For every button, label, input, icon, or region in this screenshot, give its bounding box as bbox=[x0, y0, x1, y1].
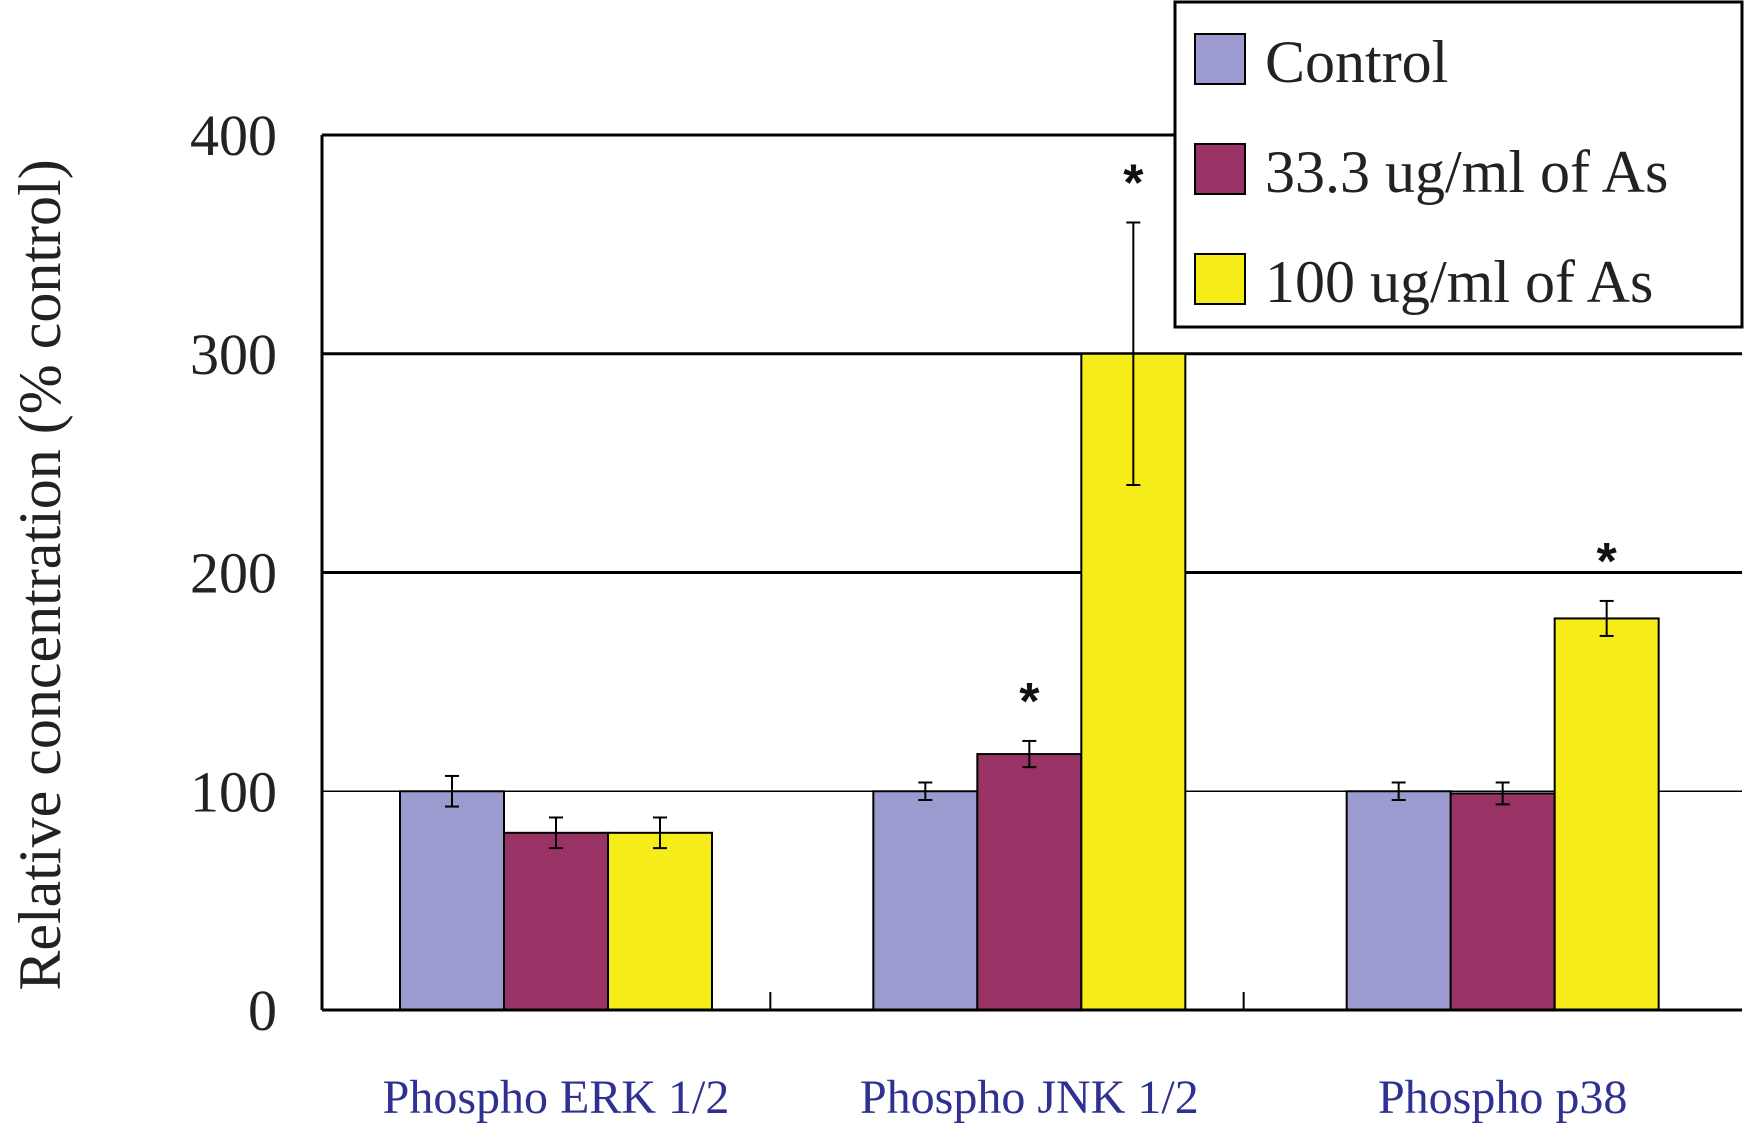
category-label: Phospho p38 bbox=[1378, 1071, 1627, 1124]
legend-label: 100 ug/ml of As bbox=[1265, 249, 1653, 315]
bar bbox=[1553, 617, 1660, 1011]
bar bbox=[607, 831, 713, 1011]
bar bbox=[976, 753, 1083, 1011]
bar bbox=[872, 790, 979, 1011]
legend-label: Control bbox=[1265, 29, 1448, 95]
legend-swatch bbox=[1194, 143, 1246, 195]
legend-swatch bbox=[1194, 33, 1246, 85]
category-label: Phospho JNK 1/2 bbox=[860, 1071, 1199, 1124]
bars bbox=[399, 221, 1660, 1011]
bar bbox=[1345, 790, 1452, 1011]
legend: Control 33.3 ug/ml of As 100 ug/ml of As bbox=[1173, 0, 1744, 329]
y-axis-label: Relative concentration (% control) bbox=[7, 159, 73, 990]
significance-marker: * bbox=[1123, 155, 1144, 213]
bar bbox=[503, 831, 609, 1011]
y-tick-label: 300 bbox=[190, 322, 277, 387]
y-tick-label: 100 bbox=[190, 759, 277, 824]
significance-marker: * bbox=[1597, 533, 1618, 591]
labels: 0 100 200 300 400 Phospho ERK 1/2 Phospho JNK … bbox=[190, 103, 1627, 1124]
y-tick-label: 200 bbox=[190, 541, 277, 606]
legend-label: 33.3 ug/ml of As bbox=[1265, 139, 1668, 205]
legend-box bbox=[1173, 0, 1744, 329]
legend-swatch bbox=[1194, 253, 1246, 305]
y-tick-label: 400 bbox=[190, 103, 277, 168]
bar bbox=[399, 790, 505, 1011]
category-label: Phospho ERK 1/2 bbox=[383, 1071, 730, 1124]
axes bbox=[320, 135, 1742, 1012]
significance-marker: * bbox=[1019, 673, 1040, 731]
y-tick-label: 0 bbox=[248, 978, 277, 1043]
bar bbox=[1449, 792, 1556, 1011]
